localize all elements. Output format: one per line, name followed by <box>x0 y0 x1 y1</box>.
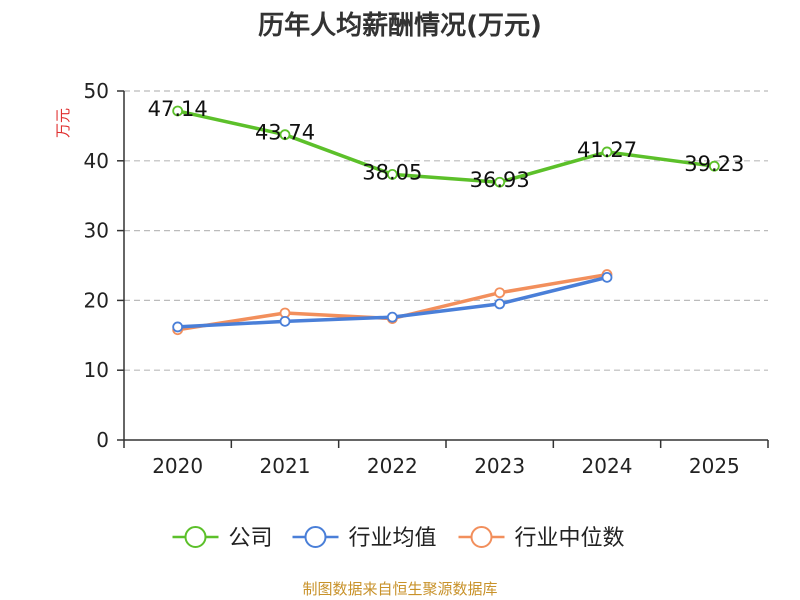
axes: 0 10 20 30 40 50 2020 2021 2022 2023 2024 2025 <box>84 79 769 478</box>
source-note: 制图数据来自恒生聚源数据库 <box>302 580 497 598</box>
legend-item-0[interactable]: 公司 <box>172 526 273 551</box>
y-tick-label-20: 20 <box>84 288 109 312</box>
data-label-2024: 41.27 <box>577 138 637 162</box>
data-point-1-2022 <box>386 311 398 323</box>
legend-item-1[interactable]: 行业均值 <box>292 526 437 551</box>
legend-label: 公司 <box>229 526 273 551</box>
series-markers <box>172 105 720 336</box>
x-tick-label-2024: 2024 <box>582 454 633 478</box>
x-tick-label-2023: 2023 <box>474 454 525 478</box>
data-label-2021: 43.74 <box>255 121 315 145</box>
data-point-0-2022 <box>386 169 398 180</box>
legend: 公司 行业均值 行业中位数 <box>172 526 625 551</box>
data-label-2025: 39.23 <box>684 152 744 176</box>
legend-item-2[interactable]: 行业中位数 <box>458 526 625 551</box>
y-tick-label-40: 40 <box>84 149 109 173</box>
x-tick-label-2025: 2025 <box>689 454 740 478</box>
chart-title: 历年人均薪酬情况(万元) <box>258 10 542 41</box>
data-labels: 47.14 43.74 38.05 36.93 41.27 39.23 <box>148 97 745 192</box>
legend-label: 行业中位数 <box>515 526 625 551</box>
data-point-0-2025 <box>708 160 720 172</box>
data-label-2020: 47.14 <box>148 97 208 121</box>
y-axis-label: 万元 <box>54 108 72 138</box>
data-point-2-2023 <box>494 287 506 299</box>
data-point-0-2023 <box>494 176 506 188</box>
gridlines <box>124 90 768 371</box>
x-tick-label-2021: 2021 <box>260 454 311 478</box>
data-point-0-2020 <box>172 105 184 117</box>
legend-marker <box>304 526 327 548</box>
legend-marker <box>470 526 493 548</box>
series-line-0 <box>175 109 717 184</box>
data-point-1-2024 <box>601 271 613 283</box>
x-tick-label-2020: 2020 <box>152 454 203 478</box>
data-point-1-2020 <box>172 321 184 333</box>
data-point-0-2024 <box>601 146 613 158</box>
data-label-2023: 36.93 <box>470 168 530 192</box>
x-tick-label-2022: 2022 <box>367 454 418 478</box>
y-tick-label-0: 0 <box>96 428 109 452</box>
y-tick-label-30: 30 <box>84 219 109 243</box>
data-point-1-2021 <box>279 315 291 327</box>
data-point-1-2023 <box>494 298 506 310</box>
y-tick-label-50: 50 <box>84 79 109 103</box>
legend-label: 行业均值 <box>349 526 437 551</box>
legend-marker <box>184 526 207 548</box>
data-point-0-2021 <box>279 129 291 141</box>
data-label-2022: 38.05 <box>362 160 422 184</box>
y-tick-label-10: 10 <box>84 358 109 382</box>
